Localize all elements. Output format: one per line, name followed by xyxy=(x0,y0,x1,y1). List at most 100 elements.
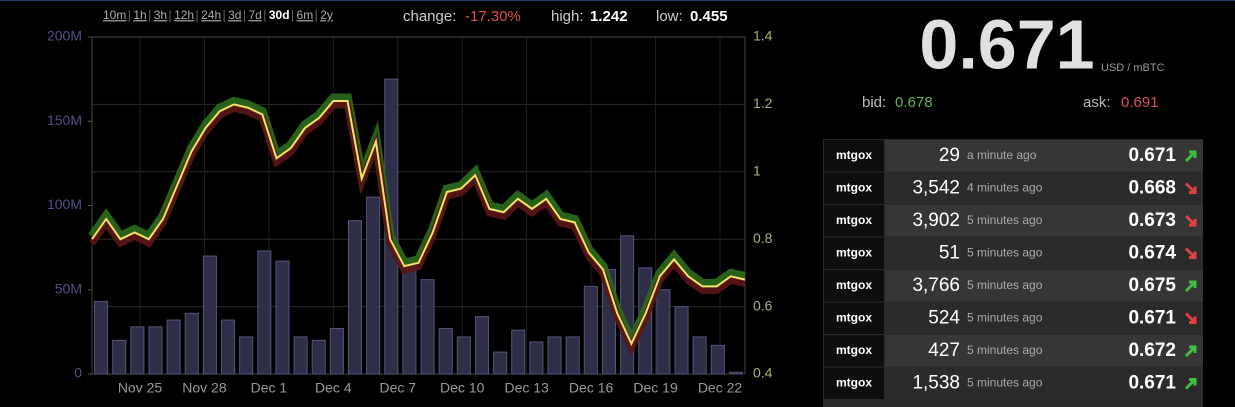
volume-bar xyxy=(710,344,725,375)
trade-time: 5 minutes ago xyxy=(967,213,1043,227)
trade-exchange-cell xyxy=(824,270,884,302)
volume-bar xyxy=(547,336,562,375)
plot-frame xyxy=(91,36,746,375)
trade-price: 0.671 xyxy=(1128,308,1176,329)
x-tick-label: Dec 7 xyxy=(379,380,416,396)
trade-exchange: mtgox xyxy=(836,278,872,292)
ask-value: 0.691 xyxy=(1121,94,1159,111)
volume-bar xyxy=(583,285,598,375)
trade-exchange: mtgox xyxy=(836,181,872,195)
x-tick-label: Nov 28 xyxy=(182,380,227,396)
trade-amount: 3,542 xyxy=(912,178,960,199)
trade-exchange-cell xyxy=(824,172,884,204)
trade-time: 5 minutes ago xyxy=(967,343,1043,357)
range-link[interactable]: 12h xyxy=(174,8,194,22)
volume-bar xyxy=(329,328,344,375)
trade-amount: 524 xyxy=(928,308,960,329)
range-link[interactable]: 7d xyxy=(248,8,261,22)
volume-bar xyxy=(529,341,544,375)
volume-bar xyxy=(311,339,326,375)
volume-bar xyxy=(112,339,127,375)
y2-tick-label: 0.8 xyxy=(753,230,773,246)
trade-price: 0.674 xyxy=(1128,243,1176,264)
y2-tick-label: 1 xyxy=(753,163,761,179)
volume-bar xyxy=(420,279,435,375)
y-tick-label: 50M xyxy=(55,280,82,296)
x-tick-label: Dec 22 xyxy=(698,380,743,396)
trade-arrow xyxy=(1184,378,1197,390)
trade-time: a minute ago xyxy=(967,148,1037,162)
range-link[interactable]: 10m xyxy=(103,8,126,22)
trade-amount: 29 xyxy=(939,145,960,166)
ask-label: ask: xyxy=(1083,94,1111,111)
range-link[interactable]: 30d xyxy=(269,8,290,22)
stat-change-label: change: xyxy=(403,8,456,25)
trade-exchange-cell xyxy=(824,237,884,269)
volume-bar xyxy=(728,371,743,375)
range-link[interactable]: 3h xyxy=(154,8,167,22)
trade-arrow xyxy=(1184,280,1197,293)
stat-low-label: low: xyxy=(656,8,683,25)
range-link[interactable]: 1h xyxy=(133,8,146,22)
range-link[interactable]: 3d xyxy=(228,8,241,22)
trade-row xyxy=(885,302,1203,334)
x-tick-label: Dec 16 xyxy=(569,380,614,396)
volume-bar xyxy=(402,265,417,375)
volume-bar xyxy=(438,328,453,375)
trade-exchange: mtgox xyxy=(836,311,872,325)
trade-exchange-cell xyxy=(824,335,884,367)
trade-row xyxy=(885,237,1203,269)
x-tick-label: Dec 10 xyxy=(440,380,485,396)
volume-bar xyxy=(674,306,689,375)
volume-bar xyxy=(474,316,490,375)
trade-exchange-cell xyxy=(824,140,884,172)
trade-time: 5 minutes ago xyxy=(967,246,1043,260)
trade-exchange-cell xyxy=(824,205,884,237)
y-tick-label: 150M xyxy=(47,112,82,128)
range-link[interactable]: 24h xyxy=(201,8,221,22)
volume-bar xyxy=(366,196,381,375)
volume-bar xyxy=(511,329,526,375)
volume-bar xyxy=(275,260,290,375)
x-tick-label: Dec 19 xyxy=(633,380,678,396)
trade-price: 0.673 xyxy=(1128,210,1176,231)
trade-arrow xyxy=(1184,182,1197,194)
volume-bar xyxy=(656,289,671,375)
stat-high-label: high: xyxy=(551,8,584,25)
trade-exchange-cell xyxy=(824,367,884,399)
trade-time: 5 minutes ago xyxy=(967,376,1043,390)
trade-row xyxy=(885,140,1203,172)
range-link[interactable]: 2y xyxy=(320,8,333,22)
trade-row xyxy=(885,205,1203,237)
volume-bar xyxy=(293,336,308,375)
trade-arrow xyxy=(1184,312,1197,324)
trade-exchange-cell xyxy=(824,302,884,334)
bid-value: 0.678 xyxy=(895,94,933,111)
y2-tick-label: 0.4 xyxy=(753,365,773,381)
stat-low: 0.455 xyxy=(690,8,728,25)
trade-exchange: mtgox xyxy=(836,376,872,390)
y2-tick-label: 0.6 xyxy=(753,297,773,313)
trade-arrow xyxy=(1184,214,1197,227)
trade-amount: 3,902 xyxy=(912,210,960,231)
x-tick-label: Dec 1 xyxy=(251,380,288,396)
y-tick-label: 100M xyxy=(47,196,82,212)
trade-arrow xyxy=(1184,247,1197,259)
trade-price: 0.671 xyxy=(1128,373,1176,394)
volume-bar xyxy=(202,255,217,375)
range-link[interactable]: 6m xyxy=(297,8,314,22)
volume-bar xyxy=(130,326,145,375)
volume-bar xyxy=(148,326,163,375)
volume-bar xyxy=(456,336,471,375)
trade-amount: 51 xyxy=(939,243,960,264)
y-tick-label: 200M xyxy=(47,28,82,44)
stat-change: -17.30% xyxy=(465,8,521,25)
price-unit: USD / mBTC xyxy=(1101,62,1165,74)
trade-time: 5 minutes ago xyxy=(967,278,1043,292)
trade-exchange: mtgox xyxy=(836,148,872,162)
x-tick-label: Dec 13 xyxy=(504,380,549,396)
volume-bar xyxy=(257,250,272,375)
trade-row xyxy=(885,367,1203,399)
last-price: 0.671 xyxy=(919,5,1094,83)
